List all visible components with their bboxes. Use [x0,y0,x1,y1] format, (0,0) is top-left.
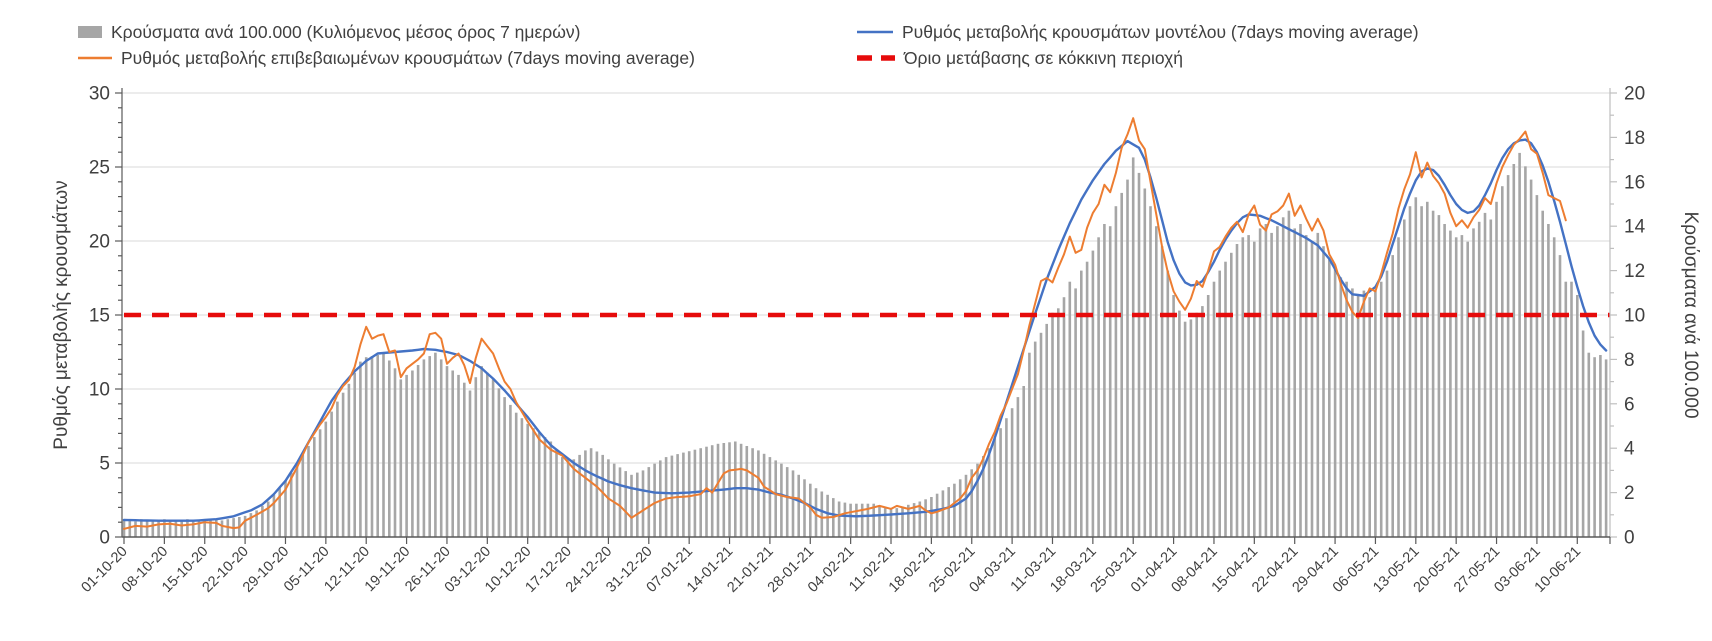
svg-text:5: 5 [99,454,110,475]
svg-text:0: 0 [99,528,110,549]
svg-text:15: 15 [89,306,110,327]
bar-swatch-icon [78,26,102,38]
svg-text:14: 14 [1624,217,1646,238]
legend-item-threshold: Όριο μετάβασης σε κόκκινη περιοχή [857,47,1183,69]
legend-item-confirmed: Ρυθμός μεταβολής επιβεβαιωμένων κρουσμάτ… [78,47,695,69]
legend-item-model: Ρυθμός μεταβολής κρουσμάτων μοντέλου (7d… [857,21,1419,43]
svg-text:18: 18 [1624,128,1645,149]
svg-text:8: 8 [1624,350,1635,371]
legend-label-model: Ρυθμός μεταβολής κρουσμάτων μοντέλου (7d… [902,21,1419,42]
orange-line-swatch-icon [78,56,112,60]
svg-text:30: 30 [89,84,110,105]
svg-text:0: 0 [1624,528,1635,549]
svg-text:4: 4 [1624,439,1635,460]
svg-text:12: 12 [1624,261,1645,282]
svg-text:20: 20 [89,232,110,253]
red-dash-swatch-icon [857,55,895,61]
legend-label-threshold: Όριο μετάβασης σε κόκκινη περιοχή [904,47,1184,68]
svg-text:6: 6 [1624,394,1635,415]
legend-item-bars: Κρούσματα ανά 100.000 (Κυλιόμενος μέσος … [78,21,580,43]
legend-label-confirmed: Ρυθμός μεταβολής επιβεβαιωμένων κρουσμάτ… [121,47,695,68]
svg-text:2: 2 [1624,483,1635,504]
legend-label-bars: Κρούσματα ανά 100.000 (Κυλιόμενος μέσος … [111,21,581,42]
svg-text:25: 25 [89,158,110,179]
svg-text:10: 10 [1624,306,1645,327]
svg-text:20: 20 [1624,84,1645,105]
svg-text:16: 16 [1624,172,1645,193]
blue-line-swatch-icon [857,30,893,34]
svg-text:10: 10 [89,380,110,401]
